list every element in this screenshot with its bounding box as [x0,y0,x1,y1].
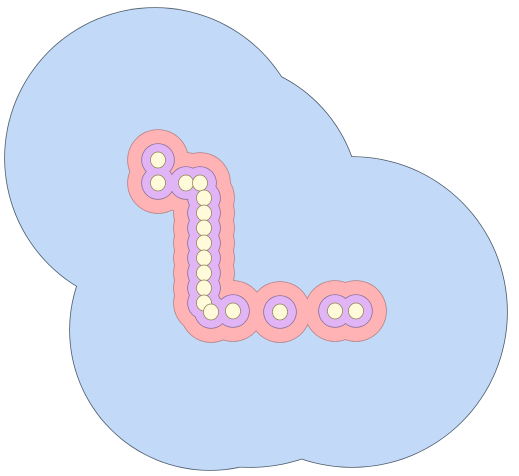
point-marker [327,302,343,320]
point-marker [348,302,364,320]
point-marker [196,204,212,222]
point-marker [203,303,219,321]
point-marker [196,264,212,282]
point-marker [272,303,288,321]
point-markers [150,151,364,321]
outer-buffer-fill [5,8,507,470]
point-marker [192,174,208,192]
point-marker [150,151,166,169]
point-marker [178,174,194,192]
point-marker [196,189,212,207]
point-marker [196,234,212,252]
point-marker [196,249,212,267]
point-marker [225,302,241,320]
point-marker [196,279,212,297]
point-marker [150,174,166,192]
outer-buffer-zone [4,7,508,471]
point-marker [196,219,212,237]
